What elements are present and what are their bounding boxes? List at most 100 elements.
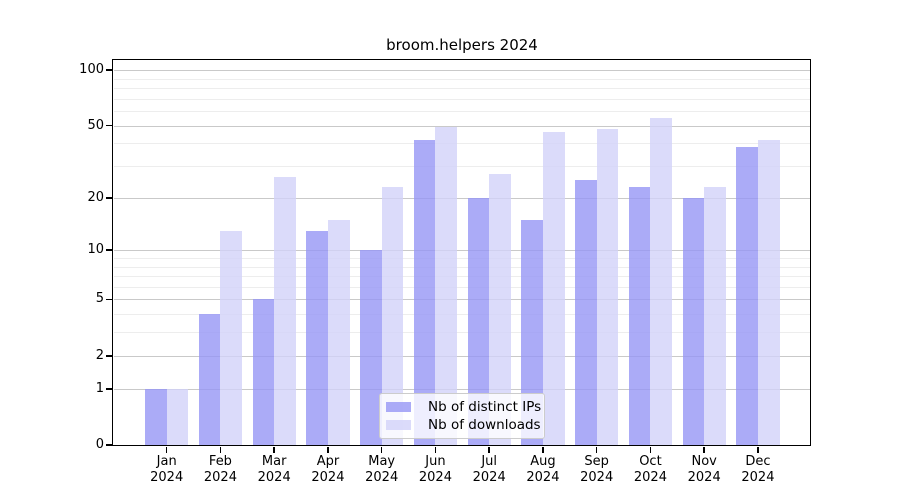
x-tick-label: Aug 2024: [511, 454, 575, 486]
bar-distinct-ips: [467, 197, 490, 445]
bar-downloads: [220, 230, 243, 445]
grid-line-minor: [114, 88, 810, 90]
x-tick-mark: [649, 447, 652, 453]
x-tick-mark: [757, 447, 759, 453]
y-tick-mark: [106, 444, 112, 446]
grid-line-minor: [114, 166, 810, 168]
x-tick-label: Oct 2024: [618, 454, 682, 486]
x-tick-label: Nov 2024: [672, 454, 736, 486]
legend: Nb of distinct IPs Nb of downloads: [379, 393, 545, 439]
x-tick-label: Mar 2024: [242, 454, 306, 486]
x-tick-year: 2024: [257, 470, 291, 485]
x-tick-month: Apr: [316, 454, 340, 469]
y-tick-mark: [106, 354, 112, 357]
y-tick-label: 5: [95, 291, 104, 307]
bar-distinct-ips: [575, 180, 597, 445]
x-tick-mark: [488, 447, 490, 453]
grid-line-minor: [114, 78, 810, 80]
x-tick-label: Apr 2024: [296, 454, 360, 486]
bar-downloads: [489, 174, 511, 445]
grid-line-minor: [114, 286, 810, 288]
x-tick-label: Jun 2024: [403, 454, 467, 486]
x-tick-mark: [273, 447, 275, 453]
x-tick-label: Jul 2024: [457, 454, 521, 486]
grid-line-major: [114, 388, 810, 390]
legend-swatch-distinct-ips: [386, 402, 411, 412]
bar-downloads: [435, 127, 458, 445]
grid-line-minor: [114, 98, 810, 100]
y-tick-mark: [106, 69, 112, 71]
x-tick-year: 2024: [633, 470, 667, 485]
x-tick-month: Aug: [530, 454, 556, 469]
x-tick-mark: [219, 447, 222, 453]
x-tick-year: 2024: [150, 470, 184, 485]
bar-distinct-ips: [145, 388, 167, 445]
x-tick-year: 2024: [365, 470, 399, 485]
x-tick-label: Feb 2024: [188, 454, 252, 486]
grid-line-minor: [114, 314, 810, 316]
legend-label-distinct-ips: Nb of distinct IPs: [428, 399, 542, 415]
x-tick-mark: [542, 447, 544, 453]
x-tick-month: Nov: [691, 454, 717, 469]
x-tick-month: Mar: [261, 454, 287, 469]
bar-downloads: [650, 118, 673, 445]
x-tick-year: 2024: [311, 470, 345, 485]
grid-line-major: [114, 125, 810, 127]
x-tick-year: 2024: [526, 470, 560, 485]
y-tick-mark: [106, 196, 112, 199]
x-tick-month: Sep: [584, 454, 609, 469]
x-tick-year: 2024: [203, 470, 237, 485]
y-tick-mark: [106, 298, 112, 301]
y-tick-mark: [106, 249, 112, 252]
y-tick-label: 50: [87, 117, 104, 133]
grid-line-major: [114, 250, 810, 252]
bar-distinct-ips: [360, 250, 382, 445]
y-tick-label: 1: [95, 380, 104, 396]
bar-downloads: [704, 186, 726, 445]
x-tick-year: 2024: [472, 470, 506, 485]
grid-line-major: [114, 70, 810, 72]
bar-downloads: [274, 177, 296, 445]
x-tick-month: Jun: [425, 454, 446, 469]
x-tick-label: May 2024: [350, 454, 414, 486]
x-tick-year: 2024: [741, 470, 775, 485]
legend-swatch-downloads: [386, 420, 411, 430]
x-tick-label: Sep 2024: [565, 454, 629, 486]
bar-distinct-ips: [628, 186, 651, 445]
grid-line-minor: [114, 332, 810, 334]
grid-line-minor: [114, 111, 810, 113]
x-tick-month: Jul: [481, 454, 498, 469]
x-tick-month: Oct: [639, 454, 662, 469]
y-tick-label: 100: [79, 62, 104, 78]
plot-area: 100 50 20 10 5 2 1 0 Jan 2024 Feb 2024 Mar 2024 Apr 202…: [79, 61, 810, 485]
x-tick-month: Feb: [208, 454, 232, 469]
y-tick-label: 10: [87, 242, 104, 258]
bar-distinct-ips: [736, 147, 758, 445]
bar-downloads: [542, 132, 565, 445]
x-tick-mark: [327, 447, 329, 453]
legend-row-distinct-ips: Nb of distinct IPs: [386, 399, 541, 415]
x-tick-year: 2024: [687, 470, 721, 485]
bar-downloads: [166, 388, 189, 445]
x-tick-year: 2024: [418, 470, 452, 485]
x-tick-month: May: [368, 454, 396, 469]
x-tick-month: Dec: [745, 454, 771, 469]
x-tick-mark: [595, 447, 598, 453]
x-tick-mark: [703, 447, 705, 453]
bar-downloads: [381, 186, 404, 445]
bar-distinct-ips: [413, 139, 436, 445]
bar-distinct-ips: [682, 197, 705, 445]
x-tick-mark: [434, 447, 437, 453]
x-tick-month: Jan: [156, 454, 177, 469]
grid-line-major: [114, 197, 810, 199]
legend-label-downloads: Nb of downloads: [428, 417, 541, 433]
bar-downloads: [757, 139, 780, 445]
grid-line-minor: [114, 266, 810, 268]
grid-line-minor: [114, 258, 810, 259]
x-tick-year: 2024: [580, 470, 614, 485]
legend-row-downloads: Nb of downloads: [386, 417, 541, 433]
bar-distinct-ips: [252, 299, 275, 445]
x-tick-mark: [380, 447, 383, 453]
y-tick-label: 2: [95, 347, 104, 363]
